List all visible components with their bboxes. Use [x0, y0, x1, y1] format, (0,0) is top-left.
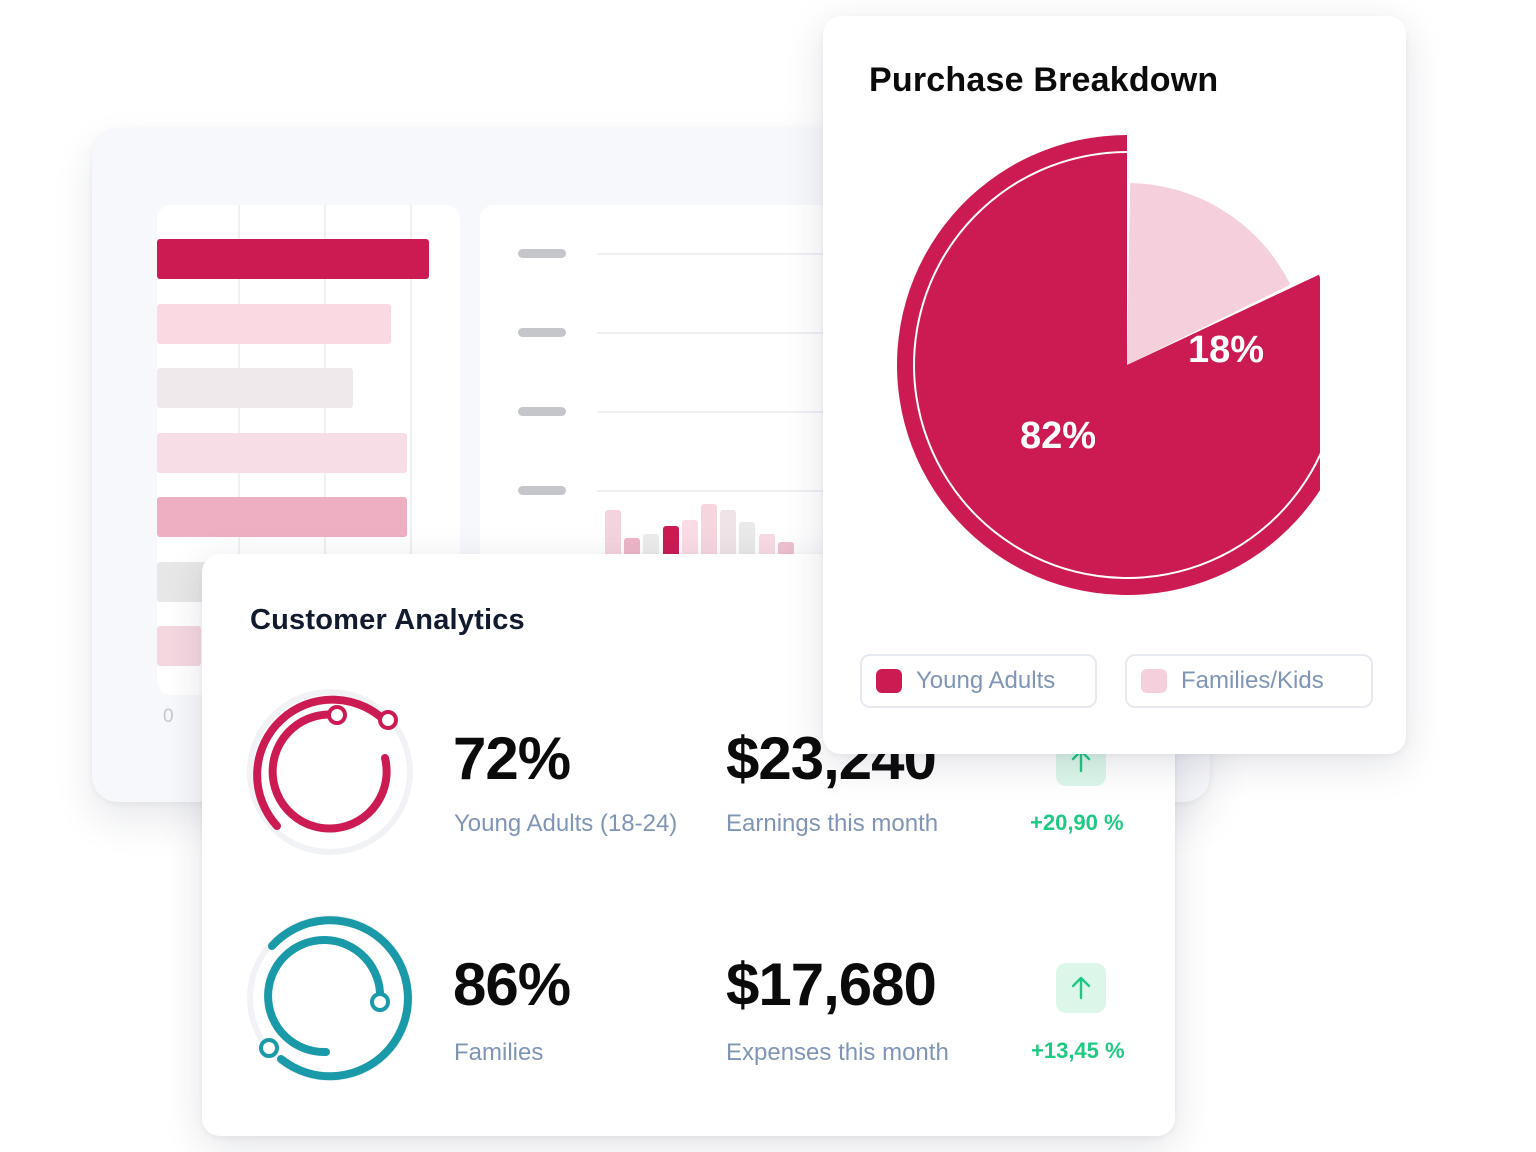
- legend-swatch: [1141, 669, 1167, 693]
- background-column: [605, 510, 621, 554]
- background-column: [681, 520, 698, 554]
- pie-label-families-kids: 18%: [1188, 329, 1264, 371]
- segment-percent: 86%: [453, 951, 571, 1018]
- background-column: [701, 504, 717, 554]
- background-bar: [157, 432, 408, 473]
- breakdown-title: Purchase Breakdown: [869, 61, 1219, 99]
- background-column: [720, 510, 737, 554]
- expenses-amount: $17,680: [726, 951, 937, 1018]
- gridline: [410, 205, 412, 695]
- card-title: Customer Analytics: [250, 604, 525, 636]
- legend-item-families-kids[interactable]: Families/Kids: [1125, 654, 1373, 708]
- y-tick-placeholder: [518, 328, 566, 337]
- background-column: [624, 538, 641, 554]
- legend-label: Young Adults: [916, 667, 1056, 694]
- axis-zero-label: 0: [163, 706, 174, 727]
- segment-label: Families: [454, 1039, 544, 1066]
- y-tick-placeholder: [518, 249, 566, 258]
- earnings-label: Earnings this month: [726, 810, 939, 837]
- y-tick-placeholder: [518, 486, 566, 495]
- pie-label-young-adults: 82%: [1020, 415, 1096, 457]
- expenses-change: +13,45 %: [1031, 1038, 1125, 1063]
- background-column: [643, 534, 660, 554]
- expenses-label: Expenses this month: [726, 1039, 949, 1066]
- background-bar: [157, 368, 353, 408]
- purchase-pie-chart: 82% 18%: [897, 135, 1320, 595]
- background-bar: [157, 303, 391, 344]
- progress-ring-pink-icon: [247, 689, 413, 855]
- background-bar: [157, 239, 429, 279]
- segment-label: Young Adults (18-24): [454, 810, 678, 837]
- background-column: [777, 542, 794, 554]
- trend-up-badge: [1056, 963, 1106, 1013]
- background-column: [662, 526, 679, 554]
- gridline: [597, 411, 897, 413]
- background-column: [739, 522, 756, 554]
- legend-label: Families/Kids: [1181, 667, 1324, 694]
- pie-slice-young-adults: [915, 153, 1320, 577]
- background-column: [758, 534, 775, 554]
- background-bar: [157, 497, 408, 537]
- gridline: [597, 253, 897, 255]
- segment-percent: 72%: [453, 725, 571, 792]
- legend-swatch: [876, 669, 902, 693]
- pie-slice-families-kids: [1127, 183, 1292, 365]
- gridline: [597, 332, 897, 334]
- earnings-change: +20,90 %: [1030, 810, 1124, 835]
- arrow-up-icon: [1071, 976, 1091, 1000]
- progress-ring-teal-icon: [247, 915, 413, 1081]
- background-bar: [157, 626, 201, 666]
- legend-item-young-adults[interactable]: Young Adults: [860, 654, 1097, 708]
- gridline: [597, 490, 897, 492]
- y-tick-placeholder: [518, 407, 566, 416]
